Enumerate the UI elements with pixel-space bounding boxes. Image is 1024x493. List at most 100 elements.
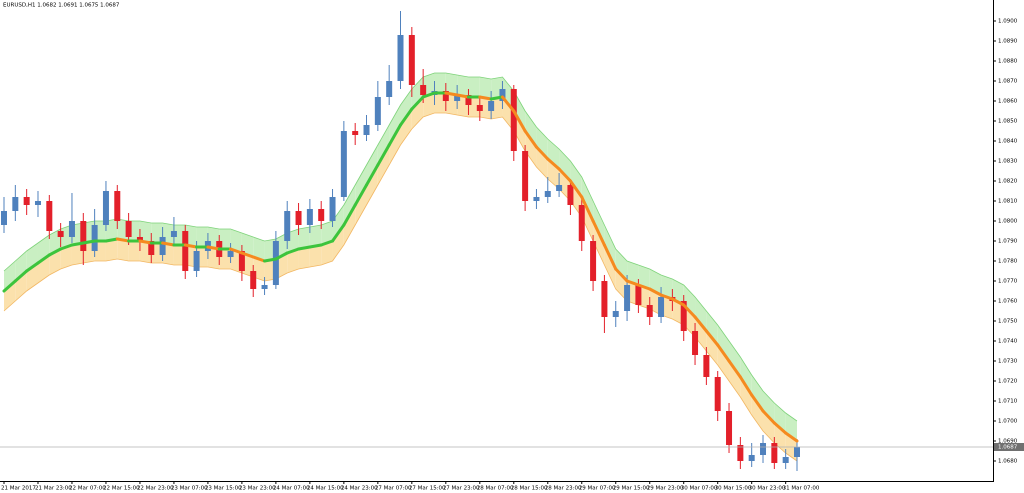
candle-body [318,209,325,221]
candle-body [340,131,347,197]
candle-body [714,377,721,411]
moving-average [183,243,199,249]
band-lower [400,109,412,145]
moving-average [274,251,289,261]
band-upper [604,225,616,269]
moving-average [568,179,584,199]
moving-average [81,239,97,245]
x-tick-label: 30 Mar 23:00 [749,486,786,492]
candle-body [544,191,551,197]
moving-average [716,343,731,363]
x-tick-label: 29 Mar 23:00 [647,486,684,492]
moving-average [308,243,323,249]
band-upper-edge [3,72,798,422]
moving-average [614,267,629,283]
candle-body [261,285,268,289]
moving-average [648,287,663,297]
candle-body [510,89,517,151]
band-lower [411,97,424,129]
band-upper [536,127,548,159]
band-upper [706,311,718,345]
y-tick-label: 1.0870 [998,79,1018,85]
candle-body [760,443,767,455]
moving-average [772,421,788,435]
x-tick-label: 23 Mar 15:00 [205,486,242,492]
band-upper [638,265,650,289]
y-tick-label: 1.0840 [998,139,1018,145]
x-tick-label: 22 Mar 07:00 [69,486,106,492]
band-upper [298,227,310,249]
band-upper [740,357,752,395]
band-lower [366,165,378,205]
x-tick-label: 23 Mar 07:00 [171,486,208,492]
moving-average [229,247,244,255]
moving-average [625,279,640,287]
y-tick-label: 1.0680 [998,459,1018,465]
moving-average [693,315,708,333]
band-upper [321,221,333,245]
x-tick-label: 21 Mar 23:00 [35,486,72,492]
candle-body [442,91,449,101]
candle-body [102,191,109,225]
moving-average [489,95,504,101]
band-lower [423,93,435,117]
band-upper [649,269,662,295]
y-tick-label: 1.0800 [998,219,1018,225]
band-lower [536,147,548,179]
candle-body [726,411,733,445]
band-upper [615,249,628,281]
candle-body [522,151,529,201]
moving-average [602,243,618,271]
moving-average [36,253,51,265]
candle-body [533,197,540,201]
moving-average [670,297,686,307]
band-lower [377,145,390,185]
candle-body [57,231,64,237]
x-tick-label: 30 Mar 15:00 [715,486,752,492]
candle-body [68,221,75,237]
moving-average [331,223,346,243]
candle-body [114,191,121,221]
band-lower [60,245,72,269]
moving-average [784,431,799,443]
moving-average [365,163,380,187]
candle-body [284,211,291,241]
band-upper [434,73,446,93]
band-lower [604,245,616,289]
y-tick-label: 1.0820 [998,179,1018,185]
moving-average [47,247,63,257]
y-tick-label: 1.0760 [998,299,1018,305]
moving-average [478,95,493,101]
moving-average [59,243,74,251]
band-upper [309,225,322,247]
moving-average [399,107,414,127]
x-tick-label: 24 Mar 15:00 [307,486,344,492]
y-tick-label: 1.0830 [998,159,1018,165]
band-upper [366,145,378,185]
moving-average [761,409,776,425]
band-upper [661,275,673,299]
band-lower [287,249,299,273]
band-lower [706,331,718,365]
band-upper [683,285,696,317]
band-lower [343,205,356,245]
x-tick-label: 27 Mar 15:00 [409,486,446,492]
moving-average [704,329,720,347]
candle-body [567,185,574,205]
band-upper [355,165,367,205]
candle-body [352,131,359,135]
moving-average [319,239,335,247]
candle-body [556,185,563,191]
candle-body [476,105,483,111]
moving-average [376,143,391,167]
moving-average [523,129,538,149]
candle-body [635,285,642,305]
moving-average [659,293,674,301]
moving-average [263,257,278,263]
band-upper [15,251,27,281]
band-upper [332,205,344,241]
candle-body [250,271,257,289]
candle-body [397,35,404,81]
band-upper [695,297,707,331]
